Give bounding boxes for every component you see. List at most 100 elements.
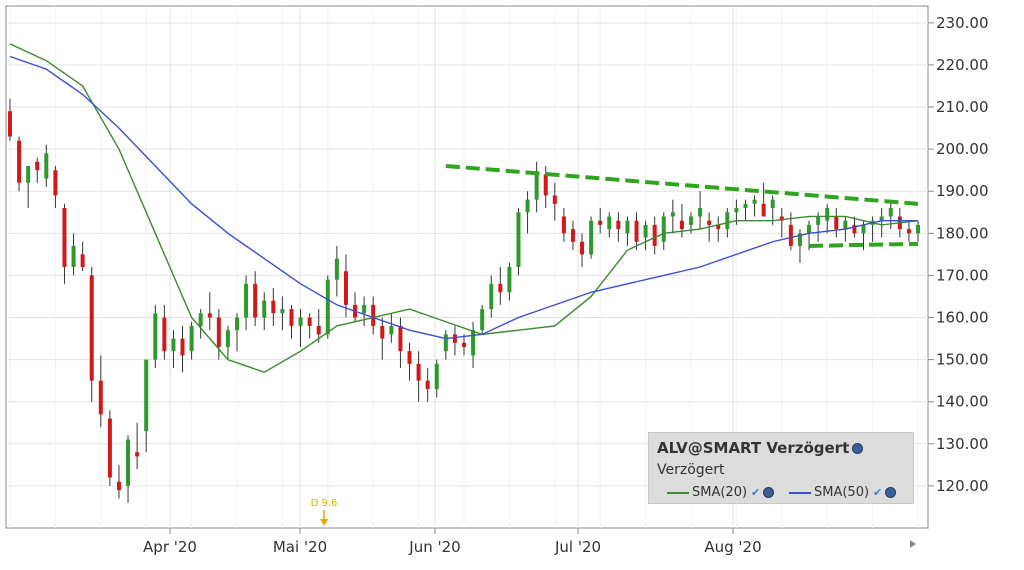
candle-body xyxy=(916,224,920,234)
x-tick-label: Jul '20 xyxy=(554,538,601,556)
candle-body xyxy=(525,199,530,213)
candle-body xyxy=(734,208,739,213)
candle-body xyxy=(471,330,476,356)
candle-body xyxy=(570,229,575,242)
candle xyxy=(162,304,167,360)
globe-icon[interactable] xyxy=(852,443,864,454)
candle xyxy=(452,325,457,356)
candle xyxy=(380,317,385,360)
candle xyxy=(489,275,494,318)
candle xyxy=(153,304,158,369)
candle xyxy=(407,342,412,381)
candle-body xyxy=(8,111,12,137)
candle-body xyxy=(425,380,430,390)
candle xyxy=(416,351,421,402)
candle-body xyxy=(788,224,793,246)
candle-body xyxy=(698,208,703,217)
candle xyxy=(289,304,294,339)
candle-body xyxy=(171,338,176,352)
candle-body xyxy=(452,334,457,343)
candle-body xyxy=(652,224,657,246)
globe-icon[interactable] xyxy=(885,487,897,498)
legend-sma50[interactable]: SMA(50) ✔ xyxy=(789,485,897,500)
candle-body xyxy=(98,380,103,415)
candle xyxy=(280,296,285,331)
y-tick-label: 160.00 xyxy=(936,309,989,327)
candle xyxy=(325,275,330,339)
candle-body xyxy=(271,300,276,314)
candle xyxy=(80,241,85,272)
candle-body xyxy=(362,304,367,314)
candle-body xyxy=(216,317,221,347)
check-icon[interactable]: ✔ xyxy=(751,486,761,499)
candle-body xyxy=(343,271,348,305)
candle xyxy=(516,208,521,276)
candle-body xyxy=(725,212,730,230)
candle-body xyxy=(716,224,721,230)
candle-body xyxy=(580,241,585,255)
candle-body xyxy=(244,283,249,318)
candle xyxy=(698,191,703,230)
candle xyxy=(171,330,176,369)
candle-body xyxy=(779,216,784,221)
candle-body xyxy=(462,342,466,347)
candle-body xyxy=(807,224,812,234)
chart-axes: 230.00 220.00 210.00 200.00 190.00 180.00 170.… xyxy=(143,14,988,556)
candle xyxy=(35,157,40,183)
candle-body xyxy=(707,220,712,225)
candle xyxy=(262,292,267,331)
candle-body xyxy=(661,216,666,242)
candle xyxy=(616,212,621,242)
candle-body xyxy=(670,212,675,217)
y-tick-label: 140.00 xyxy=(936,393,989,411)
candle-body xyxy=(262,300,267,318)
candle xyxy=(398,317,403,369)
trendline-1 xyxy=(809,241,919,248)
candle-body xyxy=(552,195,557,204)
candle xyxy=(44,144,49,188)
candle-body xyxy=(280,309,285,314)
candle xyxy=(879,208,884,238)
y-tick-label: 230.00 xyxy=(936,14,989,32)
candle xyxy=(207,292,212,331)
candle xyxy=(271,288,276,326)
y-tick-label: 120.00 xyxy=(936,477,989,495)
y-tick-label: 130.00 xyxy=(936,435,989,453)
candle-body xyxy=(679,220,684,230)
candle xyxy=(26,165,31,209)
scroll-right-icon[interactable] xyxy=(910,540,916,548)
chart-marks xyxy=(8,43,920,503)
candle-body xyxy=(71,245,76,267)
candle-body xyxy=(371,304,376,326)
candle xyxy=(53,165,58,209)
legend-subtitle: Verzögert xyxy=(657,462,725,478)
candle-body xyxy=(398,325,403,352)
candle-body xyxy=(135,452,140,457)
candle xyxy=(906,220,911,242)
candle-body xyxy=(53,170,58,196)
candle-body xyxy=(888,208,893,217)
candle-body xyxy=(834,216,839,230)
candle xyxy=(607,212,612,238)
candle xyxy=(343,254,348,318)
candle xyxy=(834,208,839,238)
candle xyxy=(471,321,476,369)
candle-body xyxy=(389,325,394,335)
candle-body xyxy=(434,363,439,390)
legend-sma20[interactable]: SMA(20) ✔ xyxy=(667,485,775,500)
candle xyxy=(425,368,430,402)
candle xyxy=(570,220,575,251)
candle-body xyxy=(116,481,121,491)
candle xyxy=(716,216,721,242)
y-tick-label: 170.00 xyxy=(936,266,989,284)
check-icon[interactable]: ✔ xyxy=(873,486,883,499)
y-tick-label: 150.00 xyxy=(936,351,989,369)
candle-body xyxy=(852,224,857,234)
sma-line-sma50 xyxy=(9,55,918,340)
candle xyxy=(253,271,258,326)
candle xyxy=(316,309,321,343)
y-tick-label: 200.00 xyxy=(936,140,989,158)
candle-body xyxy=(35,161,40,171)
candle xyxy=(235,313,239,352)
globe-icon[interactable] xyxy=(763,487,775,498)
